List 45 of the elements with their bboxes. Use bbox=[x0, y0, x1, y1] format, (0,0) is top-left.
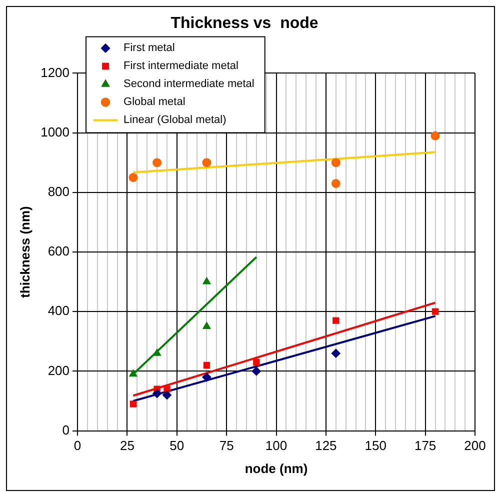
point bbox=[128, 173, 138, 182]
point bbox=[430, 131, 440, 140]
point bbox=[130, 400, 136, 408]
point bbox=[202, 322, 211, 329]
x-tick-label: 150 bbox=[364, 438, 386, 454]
point bbox=[432, 308, 439, 315]
legend-label: First intermediate metal bbox=[124, 60, 238, 72]
point bbox=[202, 158, 212, 168]
point bbox=[153, 348, 161, 356]
y-tick-label: 800 bbox=[48, 184, 70, 199]
point bbox=[252, 366, 261, 376]
x-tick-label: 100 bbox=[265, 438, 288, 454]
y-tick-label: 1200 bbox=[40, 64, 70, 80]
x-tick-label: 50 bbox=[170, 438, 184, 454]
y-tick-label: 400 bbox=[48, 303, 70, 318]
point bbox=[332, 317, 340, 324]
y-tick-label: 0 bbox=[62, 422, 70, 438]
x-tick-label: 0 bbox=[74, 438, 82, 454]
y-axis-title: thickness (nm) bbox=[17, 206, 32, 298]
point bbox=[162, 390, 172, 400]
x-tick-label: 175 bbox=[414, 438, 436, 454]
y-tick-label: 600 bbox=[48, 244, 70, 259]
point bbox=[331, 348, 340, 358]
point bbox=[202, 372, 212, 382]
point bbox=[331, 158, 340, 168]
legend-label: Second intermediate metal bbox=[124, 78, 254, 90]
point bbox=[129, 370, 138, 377]
point bbox=[152, 389, 162, 398]
legend-label: Global metal bbox=[124, 96, 186, 108]
point bbox=[164, 386, 170, 392]
point bbox=[203, 362, 210, 369]
x-tick-label: 25 bbox=[120, 438, 134, 454]
point bbox=[152, 158, 162, 168]
point bbox=[331, 178, 340, 188]
x-tick-label: 125 bbox=[315, 438, 337, 454]
y-tick-label: 200 bbox=[48, 362, 70, 378]
x-tick-label: 75 bbox=[219, 438, 234, 454]
chart-title: Thickness vs node bbox=[170, 15, 318, 32]
x-tick-label: 200 bbox=[464, 438, 486, 454]
point bbox=[202, 277, 211, 284]
x-axis-title: node (nm) bbox=[244, 460, 308, 476]
point bbox=[253, 358, 260, 366]
legend-label: First metal bbox=[124, 42, 175, 54]
legend-label: Linear (Global metal) bbox=[124, 114, 226, 126]
y-tick-label: 1000 bbox=[40, 124, 70, 140]
